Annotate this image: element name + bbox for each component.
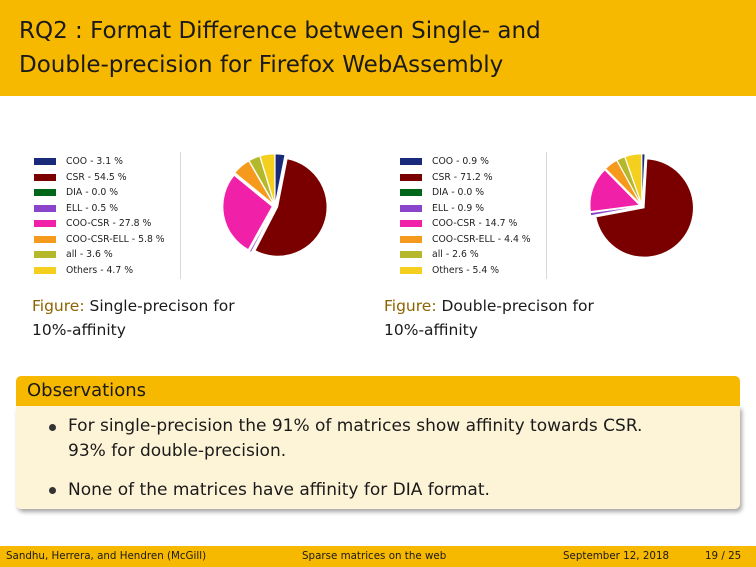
legend-swatch [34,204,56,212]
pie-slice-coo-csr [222,175,273,250]
observation-1-line1: For single-precision the 91% of matrices… [68,416,643,436]
legend-label: CSR - 54.5 % [66,171,127,183]
legend-entry: Others - 5.4 % [400,264,499,277]
footer-page-number: 19 / 25 [705,550,742,562]
legend-entry: ELL - 0.9 % [400,202,484,215]
caption-double-line2: 10%-affinity [384,321,478,339]
slide-title-line1: RQ2 : Format Difference between Single- … [19,18,541,44]
pie-chart-double [589,153,694,258]
observations-body [16,406,740,509]
pie-slice-csr [595,158,694,258]
pie-slice-coo-csr [589,169,640,212]
footer-talk-title: Sparse matrices on the web [302,550,447,562]
legend-label: ELL - 0.5 % [66,202,119,214]
legend-entry: Others - 4.7 % [34,264,133,277]
legend-entry: COO - 0.9 % [400,155,489,168]
legend-entry: COO-CSR - 27.8 % [34,217,151,230]
legend-label: Others - 5.4 % [432,264,500,276]
legend-label: all - 2.6 % [432,249,479,260]
legend-label: CSR - 71.2 % [432,171,493,183]
slide-title-line2: Double-precision for Firefox WebAssembly [19,52,504,78]
pie-slice-ell [590,206,640,216]
legend-label: Others - 4.7 % [66,264,134,276]
pie-slice-ell [249,208,274,253]
pie-slice-coo-csr-ell [234,160,274,204]
caption-single: Figure: Single-precison for 10%-affinity [32,294,235,342]
legend-entry: COO-CSR - 14.7 % [400,217,517,230]
pie-chart-single [222,153,328,257]
legend-swatch [400,189,422,196]
caption-double-prefix: Figure: [384,297,437,315]
legend-label: DIA - 0.0 % [432,187,485,198]
pie-slice-all [248,155,275,204]
legend-swatch [34,158,56,165]
legend-label: DIA - 0.0 % [66,187,119,198]
legend-swatch [34,235,56,243]
observations-title: Observations [27,380,146,401]
legend-entry: COO - 3.1 % [34,155,123,168]
legend-entry: CSR - 71.2 % [400,171,493,184]
legend-single: COO - 3.1 % CSR - 54.5 % DIA - 0.0 % ELL - … [34,152,181,279]
footer-date: September 12, 2018 [563,550,670,562]
observation-1: For single-precision the 91% of matrices… [68,414,642,464]
observation-1-line2: 93% for double-precision. [68,441,287,461]
legend-label: COO-CSR-ELL - 4.4 % [432,233,531,245]
legend-entry: DIA - 0.0 % [34,186,118,199]
title-bar [0,0,756,96]
legend-entry: COO-CSR-ELL - 4.4 % [400,233,531,246]
pie-slice-others [624,153,642,204]
legend-entry: CSR - 54.5 % [34,171,127,184]
legend-entry: DIA - 0.0 % [400,186,484,199]
caption-single-prefix: Figure: [32,297,85,315]
slide-title: RQ2 : Format Difference between Single- … [19,14,541,82]
legend-double: COO - 0.9 % CSR - 71.2 % DIA - 0.0 % ELL - … [400,152,547,279]
legend-swatch [400,251,422,258]
legend-swatch [34,189,56,196]
caption-single-text: Single-precison for [84,297,235,315]
caption-double-text: Double-precison for [436,297,594,315]
pie-slice-all [616,156,642,204]
legend-entry: ELL - 0.5 % [34,202,118,215]
pie-slice-csr [254,158,328,257]
legend-label: COO-CSR - 27.8 % [66,218,152,229]
observations-header [16,376,740,406]
bullet-dot-1 [49,424,56,431]
legend-swatch [400,220,422,227]
bullet-dot-2 [49,487,56,494]
legend-label: ELL - 0.9 % [432,202,485,214]
legend-swatch [400,266,422,274]
legend-label: COO - 0.9 % [432,156,489,167]
legend-entry: all - 3.6 % [34,248,113,261]
pie-slice-coo-csr-ell [605,160,641,204]
legend-swatch [400,235,422,243]
legend-swatch [400,173,422,181]
legend-swatch [34,266,56,274]
legend-label: all - 3.6 % [66,249,113,260]
pie-slice-others [259,153,275,204]
observation-2: None of the matrices have affinity for D… [68,480,490,500]
pie-slice-coo [274,153,286,204]
legend-swatch [34,220,56,227]
legend-label: COO-CSR - 14.7 % [432,218,518,229]
legend-entry: COO-CSR-ELL - 5.8 % [34,233,165,246]
legend-swatch [400,158,422,165]
legend-swatch [400,204,422,212]
legend-swatch [34,251,56,258]
legend-label: COO-CSR-ELL - 5.8 % [66,233,165,245]
pie-slice-coo [641,153,646,204]
footer-authors: Sandhu, Herrera, and Hendren (McGill) [6,550,207,562]
legend-swatch [34,173,56,181]
legend-label: COO - 3.1 % [66,156,123,167]
caption-double: Figure: Double-precison for 10%-affinity [384,294,594,342]
legend-entry: all - 2.6 % [400,248,479,261]
caption-single-line2: 10%-affinity [32,321,126,339]
footer-bar: Sandhu, Herrera, and Hendren (McGill) Sp… [0,546,756,567]
